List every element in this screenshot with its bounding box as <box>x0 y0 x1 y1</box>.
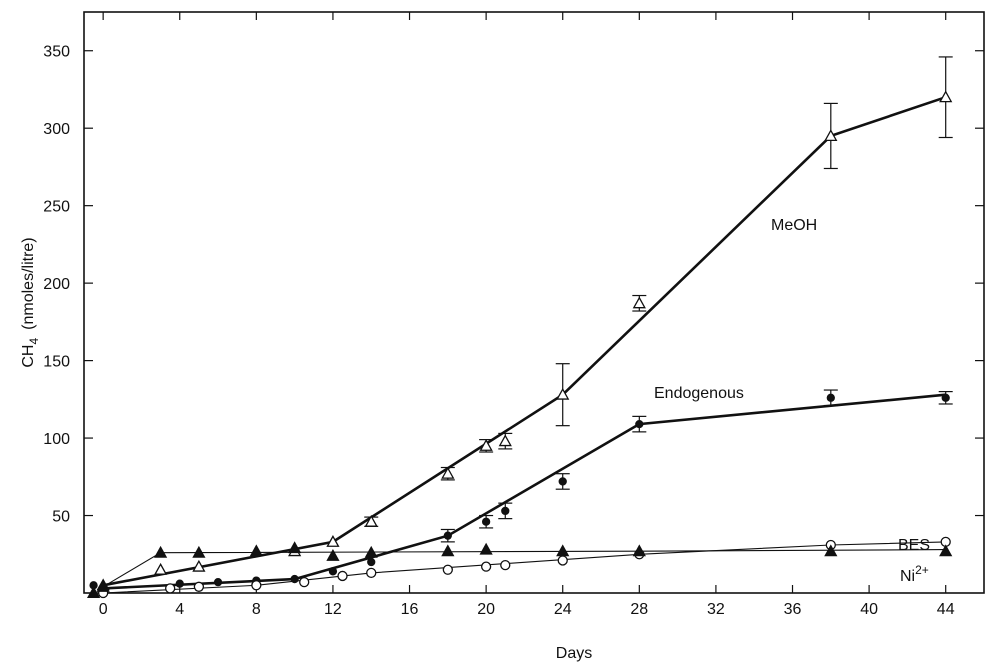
data-point <box>441 544 455 557</box>
x-axis-title: Days <box>556 645 592 662</box>
data-point <box>498 434 512 447</box>
data-point <box>941 393 950 402</box>
data-point <box>632 544 646 557</box>
series-line <box>103 393 946 590</box>
data-point <box>479 542 493 555</box>
data-point <box>364 545 378 558</box>
y-axis-title-units: (nmoles/litre) <box>20 237 37 329</box>
data-point <box>826 393 835 402</box>
data-point <box>364 514 378 527</box>
x-tick-label: 0 <box>99 601 108 618</box>
data-markers <box>86 90 953 599</box>
data-point <box>557 555 568 566</box>
series-label-superscript: 2+ <box>915 563 929 577</box>
x-tick-label: 36 <box>784 601 802 618</box>
data-point <box>939 544 953 557</box>
data-point <box>635 419 644 429</box>
data-point <box>824 544 838 557</box>
data-point <box>213 578 223 587</box>
data-point <box>480 561 492 572</box>
y-axis-title-main: CH <box>20 345 37 368</box>
data-point <box>193 581 205 592</box>
data-point <box>479 438 493 451</box>
error-bars <box>364 56 953 543</box>
data-point <box>249 544 263 557</box>
series-line <box>102 95 947 587</box>
x-tick-label: 44 <box>937 601 955 618</box>
data-point <box>175 579 184 588</box>
x-tick-label: 40 <box>860 601 878 618</box>
data-point <box>501 506 510 516</box>
data-point <box>558 477 567 486</box>
y-tick-label: 50 <box>52 509 70 526</box>
data-point <box>153 562 168 575</box>
axis-ticks <box>84 12 984 593</box>
x-tick-label: 24 <box>554 601 572 618</box>
x-tick-label: 12 <box>324 601 342 618</box>
y-tick-label: 300 <box>43 121 70 138</box>
x-tick-label: 8 <box>252 601 261 618</box>
data-point <box>328 567 338 576</box>
data-point <box>288 541 302 554</box>
data-point <box>192 545 206 558</box>
data-point <box>556 544 570 557</box>
y-tick-label: 100 <box>43 431 70 448</box>
plot-border <box>83 11 985 594</box>
data-point <box>165 583 176 594</box>
series-label: MeOH <box>771 217 817 234</box>
data-point <box>290 574 299 584</box>
data-point <box>824 129 838 141</box>
series-lines <box>102 95 947 594</box>
data-point <box>500 559 511 571</box>
data-point <box>441 466 455 479</box>
data-point <box>192 559 206 572</box>
y-tick-label: 200 <box>43 276 70 293</box>
data-point <box>251 580 262 591</box>
y-axis-title: CH4 (nmoles/litre) <box>20 237 41 367</box>
y-tick-label: 350 <box>43 44 70 61</box>
data-point <box>96 579 110 592</box>
series-label-name: MeOH <box>771 217 817 234</box>
y-tick-label: 250 <box>43 199 70 216</box>
data-point <box>367 557 376 567</box>
data-point <box>326 535 340 547</box>
series-label: Endogenous <box>654 385 744 402</box>
plot-frame <box>83 11 985 594</box>
series-label: Ni2+ <box>900 563 929 585</box>
data-point <box>442 564 453 575</box>
x-tick-label: 28 <box>630 601 648 618</box>
series-line <box>102 549 946 588</box>
data-point <box>481 517 491 526</box>
data-point <box>326 548 340 561</box>
data-point <box>337 570 348 582</box>
data-point <box>556 387 570 400</box>
data-point <box>443 531 452 540</box>
data-point <box>86 586 101 599</box>
series-label: BES <box>898 537 930 554</box>
series-label-name: BES <box>898 537 930 554</box>
x-tick-label: 20 <box>477 601 495 618</box>
y-tick-label: 150 <box>43 354 70 371</box>
series-label-name: Ni <box>900 568 915 585</box>
series-line <box>103 541 946 594</box>
data-point <box>939 90 953 103</box>
chart-text: 0 4 8 12 16 20 24 28 32 36 40 44 50 100 150 200 250 300 35… <box>20 44 955 662</box>
series-label-name: Endogenous <box>654 385 744 402</box>
data-point <box>366 567 377 579</box>
y-axis-title-subscript: 4 <box>27 338 41 345</box>
x-tick-label: 32 <box>707 601 725 618</box>
data-point <box>299 577 310 588</box>
data-point <box>153 545 168 558</box>
x-tick-label: 4 <box>175 601 184 618</box>
data-point <box>632 296 646 309</box>
x-tick-label: 16 <box>401 601 419 618</box>
